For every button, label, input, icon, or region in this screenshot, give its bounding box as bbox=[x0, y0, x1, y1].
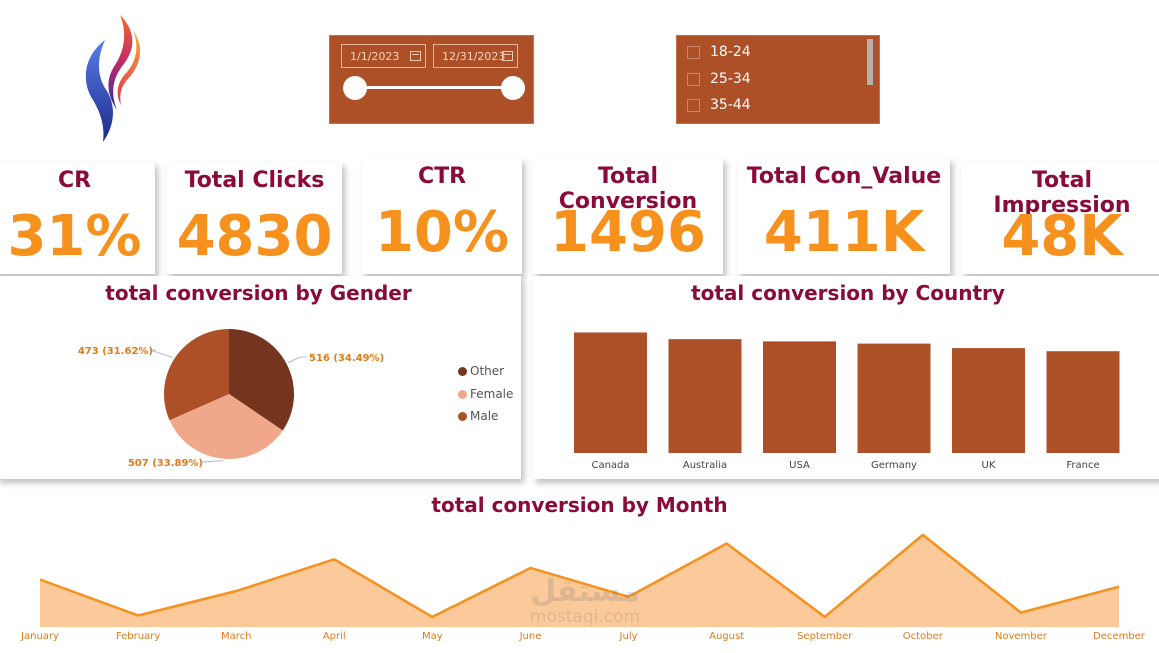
legend-item-male: Male bbox=[458, 409, 498, 423]
range-track bbox=[354, 86, 514, 89]
bar-usa[interactable] bbox=[763, 341, 836, 453]
pie-leader-line bbox=[199, 460, 223, 463]
x-tick-label: Germany bbox=[871, 460, 917, 471]
x-tick-label: August bbox=[709, 631, 744, 642]
x-tick-label: UK bbox=[982, 460, 996, 471]
age-option-label: 35-44 bbox=[710, 97, 751, 113]
bar-canada[interactable] bbox=[574, 332, 647, 453]
end-date-input[interactable]: 12/31/2023 bbox=[433, 44, 518, 68]
pie-slice-male[interactable] bbox=[163, 329, 229, 421]
kpi-value: 48K bbox=[1001, 204, 1123, 269]
kpi-label: Total Impression bbox=[993, 168, 1131, 218]
chart-title: total conversion by Gender bbox=[105, 281, 412, 305]
kpi-value: 4830 bbox=[176, 204, 333, 269]
kpi-value: 31% bbox=[7, 204, 142, 269]
kpi-value: 1496 bbox=[550, 200, 706, 265]
area-fill bbox=[40, 534, 1119, 627]
pie-data-label: 507 (33.89%) bbox=[128, 458, 203, 469]
kpi-card-total-clicks: Total Clicks 4830 bbox=[167, 162, 342, 274]
range-end-handle[interactable] bbox=[501, 76, 525, 100]
kpi-card-total-conversion: Total Conversion 1496 bbox=[533, 158, 723, 274]
legend-item-other: Other bbox=[458, 364, 504, 378]
x-tick-label: July bbox=[619, 631, 638, 642]
checkbox[interactable] bbox=[687, 98, 700, 112]
country-bar-chart: Canada Australia USA Germany UK France bbox=[574, 332, 1120, 471]
gender-chart-card: total conversion by Gender 516 (34.49%) 5… bbox=[0, 276, 521, 479]
age-option[interactable]: 25-34 bbox=[687, 68, 751, 90]
kpi-card-total-impression: Total Impression 48K bbox=[962, 162, 1159, 274]
date-range-slicer[interactable]: 1/1/2023 12/31/2023 bbox=[329, 35, 534, 124]
kpi-label: Total Con_Value bbox=[746, 164, 942, 189]
legend-dot-other bbox=[458, 367, 467, 376]
age-option[interactable]: 35-44 bbox=[687, 94, 751, 116]
chart-title: total conversion by Month bbox=[431, 493, 728, 517]
calendar-icon bbox=[410, 51, 421, 61]
kpi-label: Total Conversion bbox=[558, 164, 698, 214]
start-date-value: 1/1/2023 bbox=[350, 50, 400, 63]
kpi-card-cr: CR 31% bbox=[0, 162, 155, 274]
range-start-handle[interactable] bbox=[343, 76, 367, 100]
month-chart: total conversion by Month January Februar… bbox=[0, 488, 1159, 653]
chart-title: total conversion by Country bbox=[691, 281, 1005, 305]
month-area-chart: January February March April May June July Augu… bbox=[20, 533, 1146, 642]
kpi-value: 411K bbox=[763, 200, 925, 265]
logo bbox=[75, 10, 150, 145]
flame-logo-icon bbox=[85, 15, 141, 142]
pie-data-label: 516 (34.49%) bbox=[309, 353, 384, 364]
pie-slice-female[interactable] bbox=[169, 394, 283, 459]
kpi-card-total-con-value: Total Con_Value 411K bbox=[738, 158, 950, 274]
x-tick-label: Australia bbox=[683, 460, 727, 471]
pie-leader-line bbox=[287, 356, 306, 364]
x-tick-label: January bbox=[20, 631, 59, 642]
gender-pie-chart: 516 (34.49%) 507 (33.89%) 473 (31.62%) bbox=[78, 329, 384, 469]
pie-leader-line bbox=[149, 349, 174, 358]
x-tick-label: France bbox=[1066, 460, 1099, 471]
pie-data-label: 473 (31.62%) bbox=[78, 346, 153, 357]
x-tick-label: May bbox=[422, 631, 443, 642]
legend-dot-male bbox=[458, 412, 467, 421]
legend-dot-female bbox=[458, 390, 467, 399]
scrollbar[interactable] bbox=[867, 39, 873, 85]
pie-slice-other[interactable] bbox=[229, 329, 294, 431]
kpi-card-ctr: CTR 10% bbox=[362, 158, 522, 274]
legend-label: Male bbox=[470, 409, 499, 423]
series-line bbox=[39, 533, 1120, 619]
x-tick-label: USA bbox=[789, 460, 810, 471]
x-tick-label: October bbox=[903, 631, 944, 642]
x-tick-label: September bbox=[797, 631, 853, 642]
end-date-value: 12/31/2023 bbox=[442, 50, 506, 63]
checkbox[interactable] bbox=[687, 72, 700, 86]
legend-item-female: Female bbox=[458, 387, 513, 401]
x-tick-label: April bbox=[323, 631, 346, 642]
x-tick-label: Canada bbox=[591, 460, 629, 471]
x-tick-label: February bbox=[116, 631, 160, 642]
checkbox[interactable] bbox=[687, 45, 700, 59]
kpi-label: CTR bbox=[417, 164, 467, 189]
bar-france[interactable] bbox=[1046, 351, 1120, 453]
age-option[interactable]: 18-24 bbox=[687, 41, 751, 63]
x-tick-label: June bbox=[519, 631, 542, 642]
bar-germany[interactable] bbox=[857, 343, 931, 453]
age-option-label: 25-34 bbox=[710, 71, 751, 87]
x-tick-label: December bbox=[1093, 631, 1146, 642]
x-tick-label: November bbox=[995, 631, 1048, 642]
x-tick-label: March bbox=[221, 631, 251, 642]
kpi-label: Total Clicks bbox=[184, 168, 325, 193]
age-option-label: 18-24 bbox=[710, 44, 751, 60]
bar-uk[interactable] bbox=[952, 348, 1025, 453]
country-chart-card: total conversion by Country Canada Austra… bbox=[533, 276, 1159, 479]
kpi-value: 10% bbox=[374, 200, 510, 265]
legend-label: Female bbox=[470, 387, 514, 401]
kpi-label: CR bbox=[57, 168, 92, 193]
legend-label: Other bbox=[470, 364, 505, 378]
start-date-input[interactable]: 1/1/2023 bbox=[341, 44, 426, 68]
bar-australia[interactable] bbox=[668, 339, 742, 453]
calendar-icon bbox=[502, 51, 513, 61]
age-slicer[interactable]: 18-24 25-34 35-44 bbox=[676, 35, 880, 124]
